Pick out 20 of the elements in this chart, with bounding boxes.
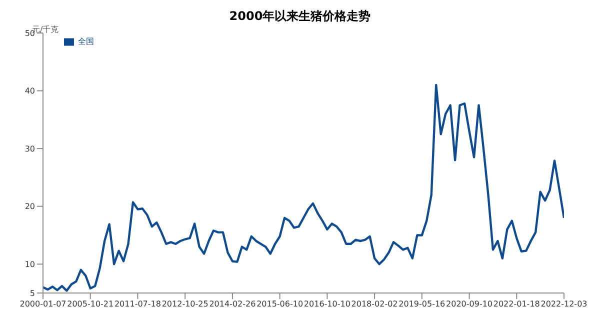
x-tick-label: 2018-02-02	[351, 300, 398, 309]
legend-label: 全国	[78, 37, 94, 46]
x-tick-label: 2005-10-21	[67, 300, 114, 309]
y-tick-label: 50	[24, 28, 35, 38]
x-tick-label: 2022-01-18	[493, 300, 540, 309]
chart-title: 2000年以来生猪价格走势	[228, 8, 372, 25]
y-tick-label: 10	[24, 260, 35, 269]
x-tick-label: 2019-05-16	[398, 300, 446, 309]
x-tick-label: 2000-01-07	[20, 300, 66, 309]
x-tick-label: 2020-09-10	[446, 300, 493, 309]
y-tick-label: 5	[30, 288, 35, 298]
x-tick-label: 2011-07-18	[114, 300, 161, 309]
y-tick-label: 20	[24, 202, 35, 212]
x-tick-label: 2014-02-26	[209, 300, 256, 309]
x-tick-label: 2016-10-10	[304, 300, 350, 309]
y-tick-label: 40	[24, 86, 35, 96]
x-tick-label: 2022-12-03	[540, 300, 588, 309]
y-tick-label: 30	[24, 144, 35, 154]
x-tick-label: 2015-06-10	[256, 300, 304, 309]
x-tick-label: 2012-10-25	[162, 300, 208, 309]
